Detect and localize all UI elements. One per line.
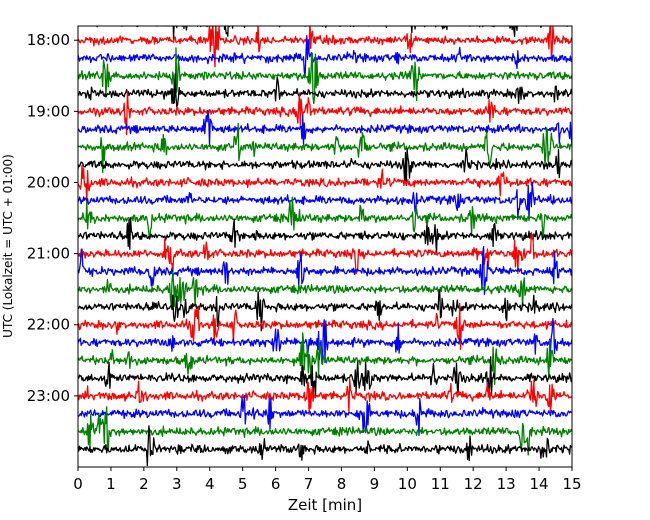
x-tick-label: 5 — [238, 475, 248, 493]
x-tick-label: 2 — [139, 475, 149, 493]
x-tick-label: 15 — [562, 475, 581, 493]
seismogram-trace — [78, 302, 572, 351]
y-tick-label: 19:00 — [27, 102, 70, 120]
y-tick-label: 23:00 — [27, 387, 70, 405]
seismogram-trace — [78, 378, 572, 416]
seismogram-trace — [78, 289, 572, 332]
seismogram-trace — [78, 356, 572, 398]
seismogram-trace — [78, 90, 572, 136]
y-tick-label: 21:00 — [27, 245, 70, 263]
y-tick-label: 18:00 — [27, 31, 70, 49]
x-tick-label: 13 — [497, 475, 516, 493]
seismogram-trace — [78, 246, 572, 296]
y-tick-label: 20:00 — [27, 173, 70, 191]
seismogram-trace — [78, 406, 572, 456]
x-tick-label: 11 — [431, 475, 450, 493]
seismogram-trace — [78, 217, 572, 254]
seismogram-trace — [78, 317, 572, 364]
y-axis: 18:00 19:00 20:00 21:00 22:00 23:00 — [27, 31, 78, 405]
seismogram-trace — [78, 395, 572, 436]
seismogram-trace — [78, 122, 572, 174]
x-tick-label: 14 — [530, 475, 549, 493]
seismogram-trace — [78, 425, 572, 467]
seismogram-trace — [78, 26, 572, 68]
seismogram-trace — [78, 332, 572, 385]
seismogram-trace — [78, 37, 572, 78]
seismogram-trace — [78, 109, 572, 146]
x-axis: 0 1 2 3 4 5 6 7 8 9 10 11 12 13 14 15 — [73, 467, 582, 493]
x-axis-label: Zeit [min] — [288, 496, 362, 514]
x-tick-label: 6 — [271, 475, 281, 493]
x-tick-label: 1 — [106, 475, 116, 493]
x-tick-label: 0 — [73, 475, 83, 493]
x-tick-label: 9 — [370, 475, 380, 493]
seismogram-trace — [78, 181, 572, 222]
seismogram-trace — [78, 47, 572, 105]
seismogram-trace — [78, 196, 572, 239]
y-axis-label: UTC (Lokalzeit = UTC + 01:00) — [1, 154, 15, 338]
x-tick-label: 7 — [304, 475, 314, 493]
x-tick-label: 3 — [172, 475, 182, 493]
seismogram-trace — [78, 73, 572, 108]
seismogram-trace — [78, 164, 572, 204]
trace-group — [78, 26, 572, 467]
x-tick-label: 12 — [464, 475, 483, 493]
x-tick-label: 10 — [398, 475, 417, 493]
seismogram-trace — [78, 148, 572, 187]
x-tick-label: 4 — [205, 475, 215, 493]
x-tick-label: 8 — [337, 475, 347, 493]
y-tick-label: 22:00 — [27, 316, 70, 334]
plot-frame — [77, 25, 573, 468]
seismogram-trace — [78, 231, 572, 275]
seismogram-trace — [78, 271, 572, 307]
